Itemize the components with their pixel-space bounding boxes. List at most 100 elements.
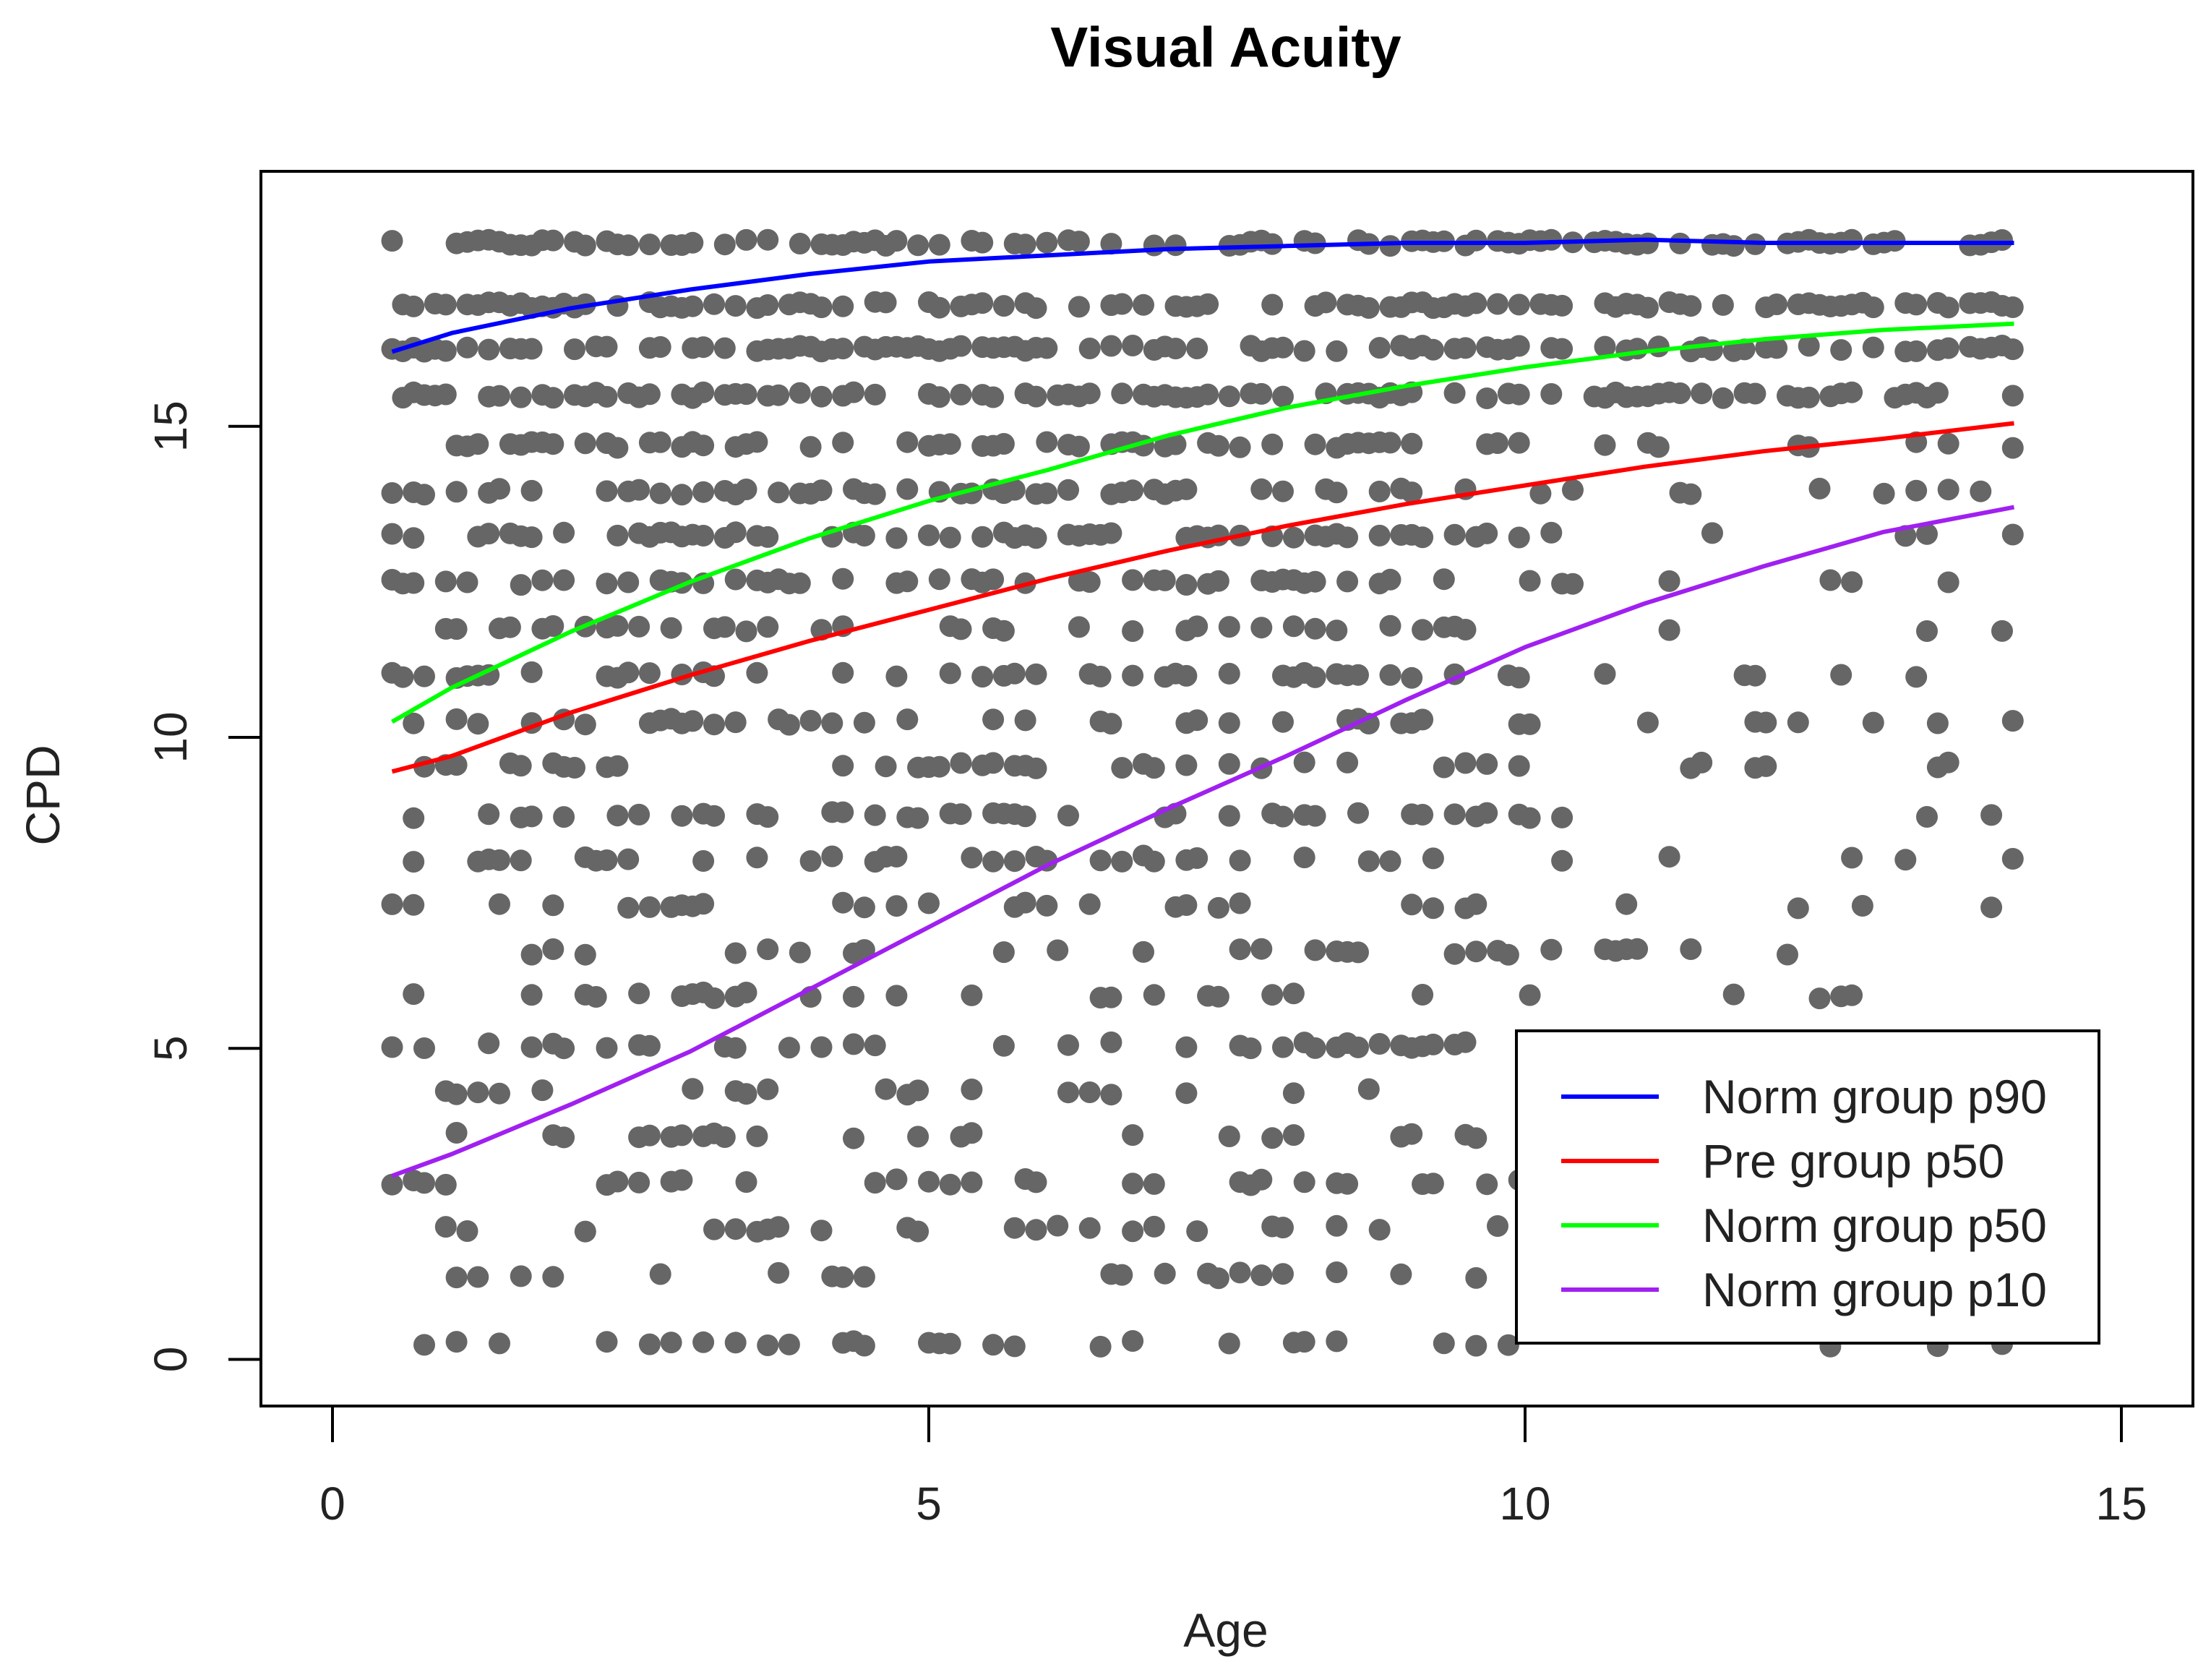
data-point [692, 850, 715, 872]
data-point [713, 233, 736, 256]
data-point [1937, 337, 1959, 359]
data-point [1669, 382, 1691, 404]
data-point [1798, 386, 1820, 408]
data-point [1412, 708, 1434, 731]
data-point [843, 1033, 864, 1055]
data-point [1229, 892, 1251, 914]
data-point [671, 805, 693, 827]
data-point [1078, 1217, 1101, 1239]
data-point [1551, 806, 1574, 828]
data-point [1487, 432, 1508, 454]
data-point [1830, 339, 1852, 361]
data-point [1519, 984, 1541, 1006]
data-point [1357, 850, 1380, 873]
data-point [918, 524, 940, 547]
data-point [735, 228, 757, 251]
data-point [713, 616, 736, 638]
data-point [971, 292, 994, 314]
data-point [982, 1334, 1005, 1356]
data-point [1744, 382, 1766, 405]
data-point [961, 1122, 983, 1144]
data-point [1207, 985, 1229, 1008]
data-point [961, 984, 983, 1006]
data-point [1487, 1215, 1508, 1237]
data-point [832, 1266, 854, 1288]
data-point [692, 381, 715, 403]
data-point [1218, 385, 1240, 408]
data-point [510, 574, 532, 596]
data-point [832, 295, 854, 317]
data-point [992, 295, 1015, 317]
data-point [1647, 335, 1670, 358]
data-point [531, 1079, 554, 1102]
data-point [1175, 478, 1198, 500]
data-point [1003, 850, 1026, 873]
data-point [1701, 522, 1723, 544]
data-point [1293, 340, 1315, 362]
data-point [961, 1079, 983, 1100]
data-point [445, 1331, 468, 1353]
data-point [832, 567, 854, 590]
data-point [992, 941, 1015, 964]
data-point [1036, 894, 1058, 917]
data-point [403, 295, 425, 317]
data-point [843, 985, 864, 1008]
data-point [596, 849, 618, 871]
data-point [1175, 1036, 1198, 1058]
data-point [939, 1173, 961, 1196]
data-point [1250, 1168, 1273, 1191]
data-point [724, 1332, 747, 1354]
data-point [810, 1220, 833, 1242]
data-point [1218, 662, 1240, 685]
y-axis-label: CPD [16, 745, 69, 845]
data-point [724, 1037, 747, 1059]
data-point [606, 524, 629, 547]
data-point [1078, 338, 1101, 359]
data-point [1658, 619, 1680, 641]
data-point [1733, 338, 1756, 361]
data-point [628, 615, 651, 638]
data-point [1036, 431, 1058, 453]
data-point [1916, 523, 1938, 545]
x-tick-label: 0 [319, 1478, 345, 1530]
data-point [1272, 336, 1294, 359]
data-point [1368, 337, 1391, 359]
data-point [1207, 434, 1229, 457]
data-point [853, 1266, 875, 1288]
data-point [638, 896, 661, 918]
data-point [671, 1169, 693, 1191]
data-point [982, 386, 1005, 408]
data-point [1476, 802, 1498, 824]
data-point [1047, 1214, 1069, 1237]
data-point [1551, 338, 1574, 360]
data-point [1497, 1334, 1519, 1356]
data-point [1250, 382, 1273, 405]
data-point [1025, 297, 1047, 320]
data-point [1186, 847, 1208, 869]
data-point [403, 712, 425, 734]
data-point [703, 1218, 725, 1240]
data-point [1433, 1332, 1455, 1355]
data-point [1229, 849, 1251, 872]
data-point [403, 807, 425, 829]
data-point [1003, 479, 1026, 501]
data-point [1443, 943, 1466, 965]
data-point [950, 383, 972, 406]
data-point [520, 661, 543, 683]
data-point [1562, 479, 1584, 501]
data-point [1100, 1084, 1122, 1106]
data-point [1433, 568, 1455, 591]
data-point [789, 233, 811, 254]
data-point [1025, 1171, 1047, 1193]
data-point [1025, 527, 1047, 549]
data-point [1412, 619, 1434, 641]
data-point [1336, 570, 1359, 593]
data-point [1497, 943, 1519, 966]
data-point [1905, 666, 1928, 688]
data-point [1905, 479, 1928, 502]
data-point [434, 1173, 457, 1196]
data-point [939, 1332, 961, 1355]
data-point [564, 338, 585, 361]
